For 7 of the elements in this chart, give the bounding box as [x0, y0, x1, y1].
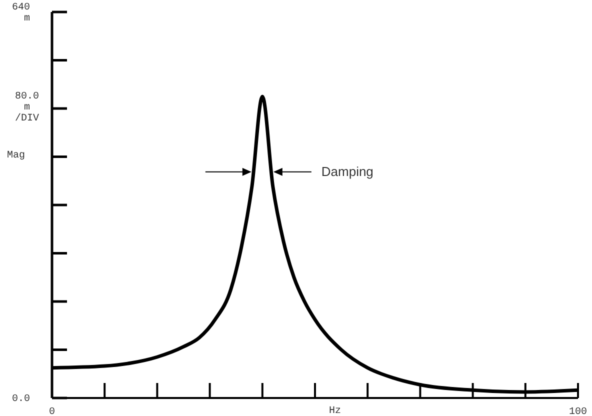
x-axis-title: Hz — [328, 406, 342, 416]
y-tick-label: 0.0 — [12, 394, 30, 406]
x-tick-label: 100 — [568, 407, 588, 416]
x-tick-label: 0 — [48, 407, 56, 416]
text: 80.0 m /DIV Mag — [6, 92, 40, 162]
y-tick-label: 640 m — [12, 2, 30, 25]
annotation: Damping — [321, 164, 374, 179]
